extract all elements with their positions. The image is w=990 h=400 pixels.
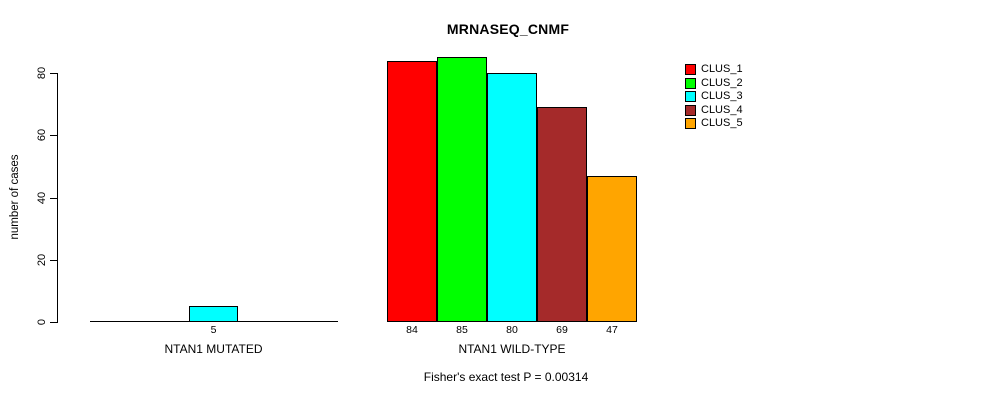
fisher-test-annotation: Fisher's exact test P = 0.00314 — [423, 370, 589, 384]
bar-clus-1-group2 — [387, 60, 437, 322]
bar-clus-5-group1-zero — [287, 321, 338, 322]
x-group-label-ntan1-mutated: NTAN1 MUTATED — [164, 342, 263, 356]
y-axis-tick — [50, 322, 57, 323]
bar-clus-4-group2 — [537, 107, 587, 322]
y-axis-line — [57, 73, 58, 323]
legend-swatch-clus-5 — [685, 118, 696, 129]
y-axis-tick-label: 60 — [36, 129, 48, 142]
legend-swatch-clus-1 — [685, 64, 696, 75]
y-axis-tick-label: 0 — [36, 318, 48, 326]
bar-clus-2-group2 — [437, 57, 487, 322]
legend-swatch-clus-2 — [685, 77, 696, 89]
y-axis-tick — [50, 135, 57, 137]
bar-value-label: 5 — [210, 324, 217, 336]
legend-label: CLUS_1 — [701, 63, 743, 75]
bar-value-label: 69 — [556, 324, 568, 336]
bar-clus-2-group1-zero — [139, 321, 190, 322]
bar-clus-1-group1-zero — [90, 321, 141, 322]
bar-value-label: 85 — [456, 324, 468, 336]
legend-label: CLUS_2 — [701, 76, 743, 89]
legend-label: CLUS_5 — [701, 117, 743, 129]
y-axis-tick-label: 40 — [36, 191, 48, 204]
chart-title: MRNASEQ_CNMF — [446, 21, 570, 37]
legend-label: CLUS_4 — [701, 103, 743, 116]
y-axis-tick — [50, 197, 57, 199]
bar-clus-3-group2 — [487, 73, 537, 322]
y-axis-tick — [50, 73, 57, 74]
bar-clus-4-group1-zero — [238, 321, 289, 322]
bar-value-label: 47 — [606, 324, 618, 336]
x-group-label-ntan1-wild-type: NTAN1 WILD-TYPE — [458, 342, 566, 356]
legend-swatch-clus-3 — [685, 91, 696, 102]
y-axis-tick-label: 80 — [36, 66, 48, 80]
bar-value-label: 84 — [406, 324, 418, 336]
legend-swatch-clus-4 — [685, 104, 696, 116]
bar-clus-3-group1 — [188, 306, 239, 322]
y-axis-label: number of cases — [9, 154, 21, 240]
y-axis-tick — [50, 259, 57, 261]
legend-label: CLUS_3 — [701, 90, 743, 102]
y-axis-tick-label: 20 — [36, 253, 48, 266]
bar-value-label: 80 — [506, 324, 518, 336]
bar-clus-5-group2 — [587, 175, 637, 322]
